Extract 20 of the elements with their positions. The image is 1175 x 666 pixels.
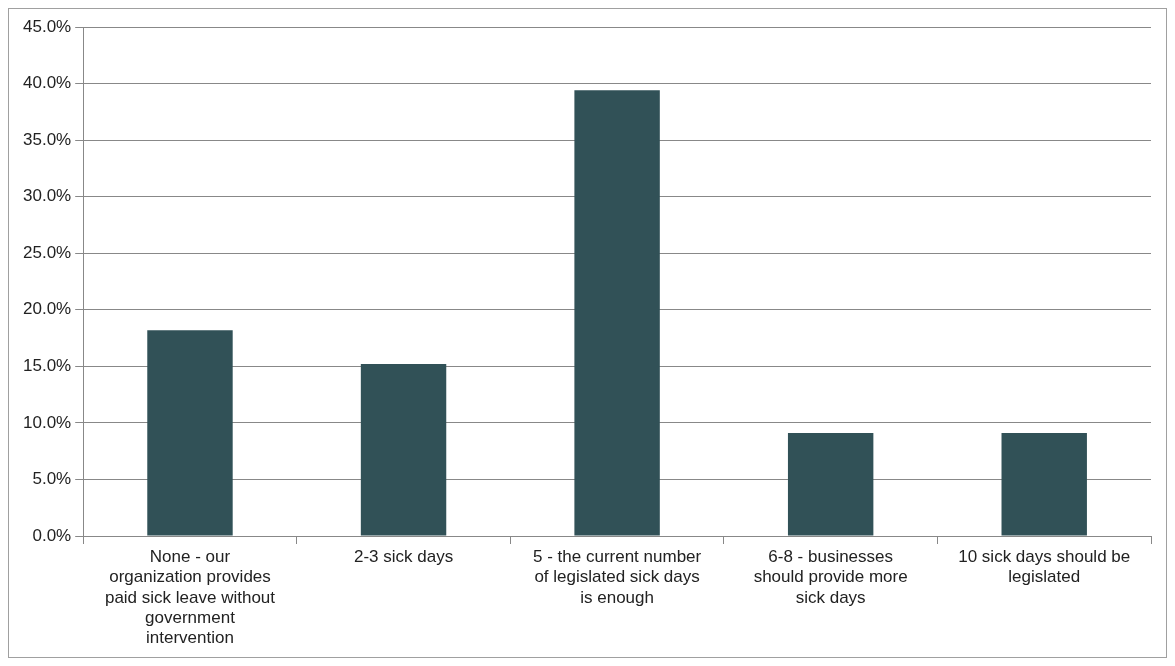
x-tick-label: 5 - the current number of legislated sick days is enough: [533, 546, 702, 607]
x-tick-label: 6-8 - businesses should provide more sick days: [753, 546, 908, 607]
bar: [1001, 433, 1087, 536]
bar: [787, 433, 874, 536]
x-tick-label: 10 sick days should be legislated: [958, 546, 1131, 587]
bar: [360, 364, 447, 536]
y-tick-label: 35.0%: [23, 129, 72, 149]
y-tick-label: 40.0%: [23, 73, 72, 93]
x-tick-label: None - our organization provides paid sick leave without government intervention: [104, 546, 276, 648]
y-tick-label: 10.0%: [23, 412, 72, 432]
y-tick-label: 30.0%: [23, 186, 72, 206]
y-tick-label: 25.0%: [23, 242, 72, 262]
bar: [574, 90, 660, 536]
x-tick-label: 2-3 sick days: [353, 546, 454, 566]
y-tick-label: 20.0%: [23, 299, 72, 319]
y-tick-label: 45.0%: [23, 16, 72, 36]
y-tick-label: 5.0%: [32, 469, 72, 489]
y-tick-label: 15.0%: [23, 356, 72, 376]
bar: [147, 330, 233, 536]
y-tick-label: 0.0%: [32, 525, 72, 545]
